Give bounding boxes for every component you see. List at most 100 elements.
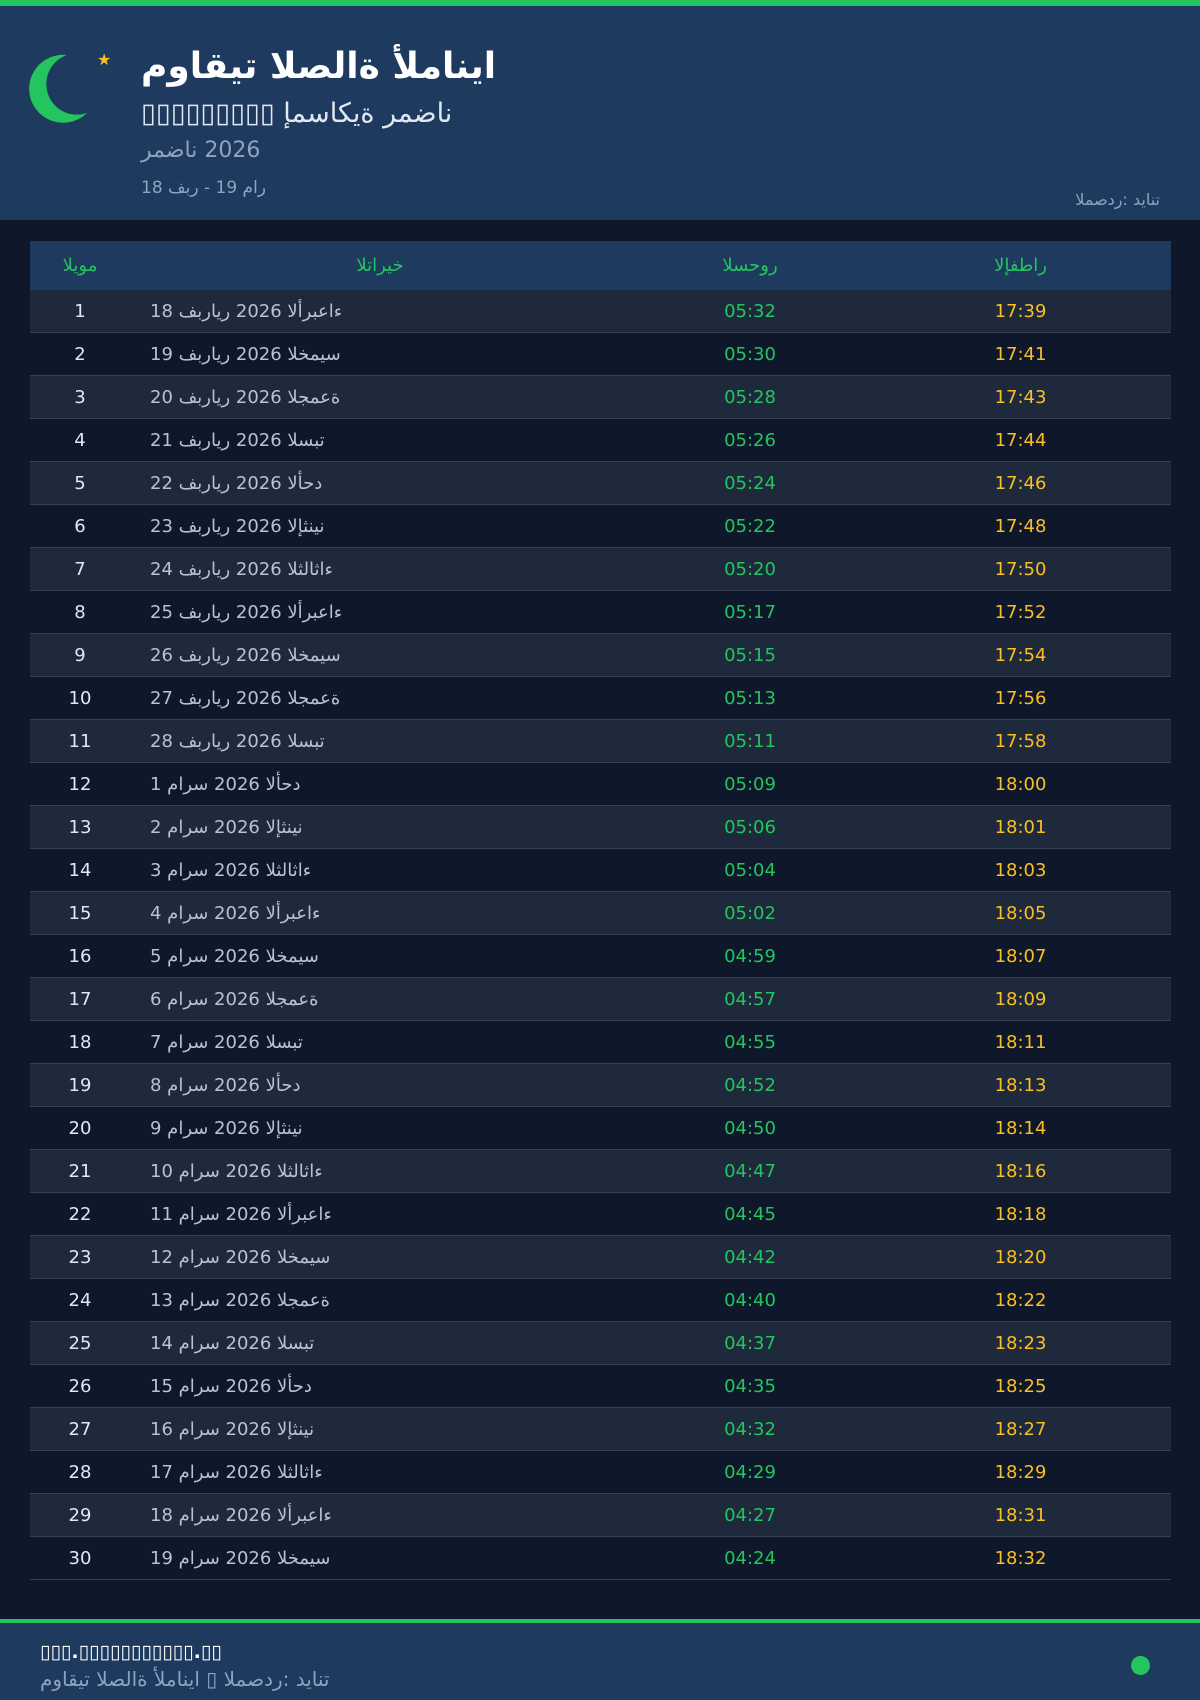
table-row: 11 28 فبراير 2026 السبت 05:11 17:58 bbox=[30, 720, 1171, 763]
date-cell: 9 مارس 2026 الإثنين bbox=[150, 1117, 303, 1139]
date-cell: 3 مارس 2026 الثلاثاء bbox=[150, 859, 312, 881]
iftar-cell: 18:03 bbox=[994, 859, 1047, 881]
suhoor-cell: 04:59 bbox=[724, 945, 776, 967]
column-header-day: اليوم bbox=[62, 255, 98, 276]
column-header-date: التاريخ bbox=[356, 255, 404, 276]
table-row: 1 18 فبراير 2026 الأربعاء 05:32 17:39 bbox=[30, 290, 1171, 333]
iftar-cell: 18:18 bbox=[994, 1203, 1047, 1225]
footer-accent-bar bbox=[0, 1619, 1200, 1623]
iftar-cell: 17:39 bbox=[994, 300, 1047, 322]
page-title: مواقيت الصلاة ألمانيا bbox=[141, 46, 497, 87]
table-row: 21 10 مارس 2026 الثلاثاء 04:47 18:16 bbox=[30, 1150, 1171, 1193]
date-cell: 28 فبراير 2026 السبت bbox=[150, 730, 325, 752]
suhoor-cell: 05:20 bbox=[724, 558, 776, 580]
table-row: 8 25 فبراير 2026 الأربعاء 05:17 17:52 bbox=[30, 591, 1171, 634]
suhoor-cell: 04:37 bbox=[724, 1332, 776, 1354]
table-row: 15 4 مارس 2026 الأربعاء 05:02 18:05 bbox=[30, 892, 1171, 935]
day-cell: 3 bbox=[74, 386, 86, 408]
day-cell: 17 bbox=[68, 988, 92, 1010]
iftar-cell: 18:07 bbox=[994, 945, 1047, 967]
day-cell: 1 bbox=[74, 300, 86, 322]
iftar-cell: 18:29 bbox=[994, 1461, 1047, 1483]
date-cell: 8 مارس 2026 الأحد bbox=[150, 1074, 301, 1096]
iftar-cell: 18:27 bbox=[994, 1418, 1047, 1440]
suhoor-cell: 05:09 bbox=[724, 773, 776, 795]
table-row: 19 8 مارس 2026 الأحد 04:52 18:13 bbox=[30, 1064, 1171, 1107]
day-cell: 29 bbox=[68, 1504, 92, 1526]
table-row: 9 26 فبراير 2026 الخميس 05:15 17:54 bbox=[30, 634, 1171, 677]
iftar-cell: 17:46 bbox=[994, 472, 1047, 494]
date-range: 18 فبر - 19 مار bbox=[141, 178, 267, 198]
date-cell: 21 فبراير 2026 السبت bbox=[150, 429, 325, 451]
iftar-cell: 17:54 bbox=[994, 644, 1047, 666]
suhoor-cell: 05:28 bbox=[724, 386, 776, 408]
date-cell: 23 فبراير 2026 الإثنين bbox=[150, 515, 325, 537]
table-body: 1 18 فبراير 2026 الأربعاء 05:32 17:39 2 19 فب… bbox=[30, 290, 1171, 1580]
table-row: 12 1 مارس 2026 الأحد 05:09 18:00 bbox=[30, 763, 1171, 806]
page-subtitle: ▯▯▯▯▯▯▯▯▯ إمساكية رمضان bbox=[141, 98, 453, 129]
table-row: 23 12 مارس 2026 الخميس 04:42 18:20 bbox=[30, 1236, 1171, 1279]
date-cell: 18 فبراير 2026 الأربعاء bbox=[150, 300, 343, 322]
day-cell: 9 bbox=[74, 644, 86, 666]
table-row: 28 17 مارس 2026 الثلاثاء 04:29 18:29 bbox=[30, 1451, 1171, 1494]
suhoor-cell: 04:50 bbox=[724, 1117, 776, 1139]
day-cell: 14 bbox=[68, 859, 92, 881]
iftar-cell: 18:14 bbox=[994, 1117, 1047, 1139]
suhoor-cell: 04:35 bbox=[724, 1375, 776, 1397]
day-cell: 6 bbox=[74, 515, 86, 537]
suhoor-cell: 05:04 bbox=[724, 859, 776, 881]
table-row: 10 27 فبراير 2026 الجمعة 05:13 17:56 bbox=[30, 677, 1171, 720]
day-cell: 19 bbox=[68, 1074, 92, 1096]
day-cell: 18 bbox=[68, 1031, 92, 1053]
footer-site-link[interactable]: ▯▯▯.▯▯▯▯▯▯▯▯▯▯▯.▯▯ bbox=[40, 1641, 222, 1663]
date-cell: 12 مارس 2026 الخميس bbox=[150, 1246, 331, 1268]
day-cell: 21 bbox=[68, 1160, 92, 1182]
suhoor-cell: 05:24 bbox=[724, 472, 776, 494]
date-cell: 11 مارس 2026 الأربعاء bbox=[150, 1203, 332, 1225]
top-accent-bar bbox=[0, 0, 1200, 6]
date-cell: 10 مارس 2026 الثلاثاء bbox=[150, 1160, 323, 1182]
page-footer: ▯▯▯.▯▯▯▯▯▯▯▯▯▯▯.▯▯ مواقيت الصلاة ألمانيا… bbox=[0, 1623, 1200, 1700]
iftar-cell: 18:32 bbox=[994, 1547, 1047, 1569]
table-row: 27 16 مارس 2026 الإثنين 04:32 18:27 bbox=[30, 1408, 1171, 1451]
day-cell: 22 bbox=[68, 1203, 92, 1225]
suhoor-cell: 04:32 bbox=[724, 1418, 776, 1440]
suhoor-cell: 05:32 bbox=[724, 300, 776, 322]
date-cell: 6 مارس 2026 الجمعة bbox=[150, 988, 319, 1010]
table-row: 5 22 فبراير 2026 الأحد 05:24 17:46 bbox=[30, 462, 1171, 505]
iftar-cell: 18:23 bbox=[994, 1332, 1047, 1354]
column-header-suhoor: السحور bbox=[722, 255, 778, 276]
table-row: 22 11 مارس 2026 الأربعاء 04:45 18:18 bbox=[30, 1193, 1171, 1236]
table-row: 14 3 مارس 2026 الثلاثاء 05:04 18:03 bbox=[30, 849, 1171, 892]
iftar-cell: 18:16 bbox=[994, 1160, 1047, 1182]
iftar-cell: 17:50 bbox=[994, 558, 1047, 580]
date-cell: 18 مارس 2026 الأربعاء bbox=[150, 1504, 332, 1526]
day-cell: 16 bbox=[68, 945, 92, 967]
day-cell: 7 bbox=[74, 558, 86, 580]
iftar-cell: 18:00 bbox=[994, 773, 1047, 795]
table-row: 29 18 مارس 2026 الأربعاء 04:27 18:31 bbox=[30, 1494, 1171, 1537]
suhoor-cell: 05:26 bbox=[724, 429, 776, 451]
suhoor-cell: 04:40 bbox=[724, 1289, 776, 1311]
iftar-cell: 17:41 bbox=[994, 343, 1047, 365]
source-label: المصدر: ديانت bbox=[1075, 190, 1160, 209]
iftar-cell: 17:52 bbox=[994, 601, 1047, 623]
iftar-cell: 17:56 bbox=[994, 687, 1047, 709]
iftar-cell: 18:05 bbox=[994, 902, 1047, 924]
table-row: 18 7 مارس 2026 السبت 04:55 18:11 bbox=[30, 1021, 1171, 1064]
star-icon: ★ bbox=[97, 50, 112, 69]
date-cell: 22 فبراير 2026 الأحد bbox=[150, 472, 323, 494]
table-row: 26 15 مارس 2026 الأحد 04:35 18:25 bbox=[30, 1365, 1171, 1408]
table-row: 24 13 مارس 2026 الجمعة 04:40 18:22 bbox=[30, 1279, 1171, 1322]
suhoor-cell: 05:30 bbox=[724, 343, 776, 365]
date-cell: 7 مارس 2026 السبت bbox=[150, 1031, 303, 1053]
suhoor-cell: 05:02 bbox=[724, 902, 776, 924]
table-row: 7 24 فبراير 2026 الثلاثاء 05:20 17:50 bbox=[30, 548, 1171, 591]
day-cell: 28 bbox=[68, 1461, 92, 1483]
table-row: 2 19 فبراير 2026 الخميس 05:30 17:41 bbox=[30, 333, 1171, 376]
iftar-cell: 18:25 bbox=[994, 1375, 1047, 1397]
day-cell: 5 bbox=[74, 472, 86, 494]
date-cell: 26 فبراير 2026 الخميس bbox=[150, 644, 341, 666]
suhoor-cell: 04:52 bbox=[724, 1074, 776, 1096]
page-header: ★ مواقيت الصلاة ألمانيا ▯▯▯▯▯▯▯▯▯ إمساكي… bbox=[0, 6, 1200, 220]
